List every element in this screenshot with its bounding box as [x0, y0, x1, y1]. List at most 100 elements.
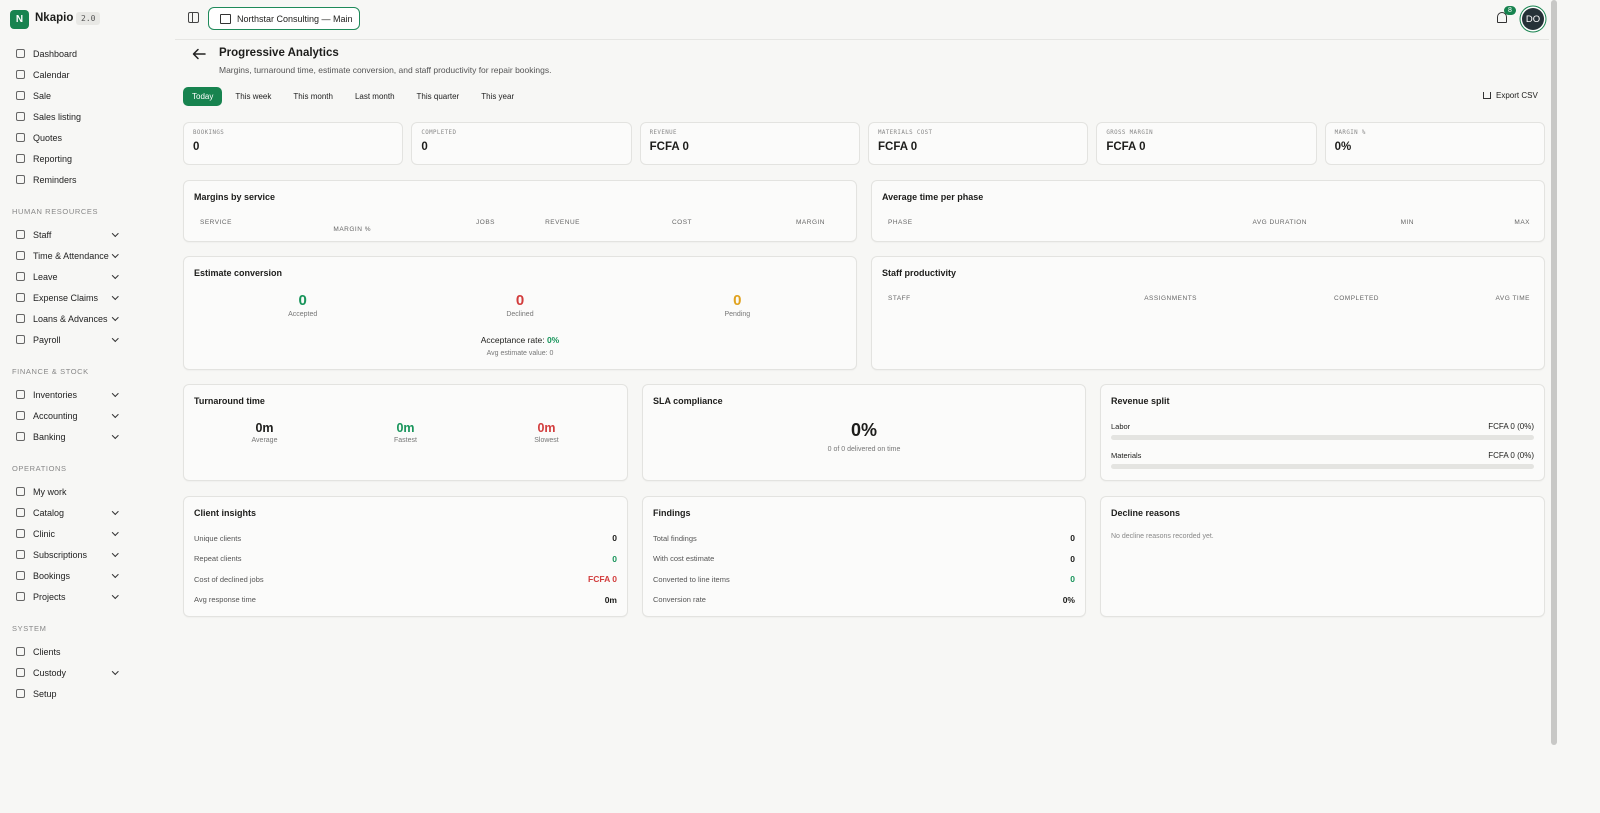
nav-item[interactable]: Projects: [0, 586, 175, 607]
nav-icon: [16, 550, 25, 559]
nav-icon: [16, 689, 25, 698]
nav-icon: [16, 133, 25, 142]
nav-icon: [16, 390, 25, 399]
nav-item[interactable]: Accounting: [0, 405, 175, 426]
export-button[interactable]: Export CSV: [1483, 91, 1538, 100]
card-title: Client insights: [194, 508, 257, 518]
nav-item[interactable]: Sales listing: [0, 106, 175, 127]
nav: Dashboard Calendar Sale Sales listing Quotes…: [0, 43, 175, 704]
nav-item[interactable]: Sale: [0, 85, 175, 106]
nav-icon: [16, 571, 25, 580]
nav-icon: [16, 251, 25, 260]
nav-item[interactable]: Setup: [0, 683, 175, 704]
kpi-card: BOOKINGS 0: [183, 122, 404, 165]
chevron: [112, 508, 119, 515]
nav-label: Quotes: [33, 132, 63, 143]
chevron: [112, 529, 119, 536]
period-tab[interactable]: Today: [183, 87, 223, 106]
chevron: [112, 411, 119, 418]
metric-row: Avg response time 0m: [194, 590, 617, 611]
nav-item[interactable]: Reminders: [0, 169, 175, 190]
kpi-card: COMPLETED 0: [411, 122, 632, 165]
margins-card: Margins by service SERVICE JOBS REVENUE COST…: [183, 180, 857, 242]
kpi-card: GROSS MARGIN FCFA 0: [1096, 122, 1317, 165]
avg-estimate: Avg estimate value: 0: [486, 350, 554, 357]
chevron: [112, 668, 119, 675]
nav-item[interactable]: Payroll: [0, 329, 175, 350]
topbar-border: [175, 39, 1549, 40]
nav-label: Clients: [33, 646, 61, 657]
card-title: Margins by service: [194, 192, 276, 202]
stat-label: Slowest: [534, 437, 559, 444]
nav-item[interactable]: Loans & Advances: [0, 308, 175, 329]
sidebar-toggle[interactable]: [188, 12, 199, 23]
notifications[interactable]: [1497, 12, 1507, 23]
nav-item[interactable]: Clinic: [0, 523, 175, 544]
column-header: MAX: [1514, 219, 1530, 226]
nav-item[interactable]: Clients: [0, 641, 175, 662]
period-tab[interactable]: Last month: [354, 92, 395, 101]
nav-icon: [16, 508, 25, 517]
card-title: Average time per phase: [882, 192, 984, 202]
stat-label: Pending: [724, 311, 751, 318]
card-title: Turnaround time: [194, 396, 265, 406]
scrollbar[interactable]: [1551, 0, 1557, 745]
notification-count: 8: [1504, 6, 1516, 15]
nav-item[interactable]: Time & Attendance: [0, 245, 175, 266]
metric-label: Total findings: [653, 533, 697, 543]
chevron: [112, 314, 119, 321]
table-header: PHASE AVG DURATION MIN MAX: [888, 219, 1530, 226]
metric-value: 0: [1070, 533, 1075, 544]
metric-label: Conversion rate: [653, 595, 706, 605]
period-tab[interactable]: This year: [481, 92, 515, 101]
period-tab[interactable]: This quarter: [416, 92, 460, 101]
chevron: [112, 571, 119, 578]
kpi-label: GROSS MARGIN: [1106, 130, 1154, 136]
kpi-value: FCFA 0: [649, 141, 689, 153]
revenue-split-card: Revenue split Labor FCFA 0 (0%) Materials FC…: [1100, 384, 1545, 481]
stat-value: 0: [298, 292, 307, 309]
phase-card: Average time per phase PHASE AVG DURATION M…: [871, 180, 1545, 242]
nav-icon: [16, 49, 25, 58]
nav-item[interactable]: Banking: [0, 426, 175, 447]
nav-icon: [16, 70, 25, 79]
nav-item[interactable]: Subscriptions: [0, 544, 175, 565]
metric-value: FCFA 0: [588, 574, 617, 585]
kpi-card: REVENUE FCFA 0: [639, 122, 860, 165]
metric-row: Repeat clients 0: [194, 549, 617, 570]
nav-item[interactable]: Catalog: [0, 502, 175, 523]
nav-item[interactable]: Inventories: [0, 384, 175, 405]
nav-item[interactable]: Quotes: [0, 127, 175, 148]
nav-icon: [16, 592, 25, 601]
column-header: AVG DURATION: [1252, 219, 1307, 226]
nav-icon: [16, 272, 25, 281]
kpi-value: FCFA 0: [1106, 141, 1146, 153]
metric-value: 0: [1070, 553, 1075, 564]
nav-label: Setup: [33, 688, 57, 699]
branch-selector[interactable]: Northstar Consulting — Main: [208, 7, 360, 30]
back-button[interactable]: [192, 48, 206, 60]
table-header: SERVICE JOBS REVENUE COST MARGIN MARGIN %: [200, 219, 825, 233]
period-tab[interactable]: This month: [293, 92, 333, 101]
nav-item[interactable]: Calendar: [0, 64, 175, 85]
stat-label: Fastest: [394, 437, 417, 444]
period-tab[interactable]: This week: [235, 92, 272, 101]
stat-value: 0: [515, 292, 525, 309]
column-header: AVG TIME: [1495, 295, 1530, 302]
nav-item[interactable]: Custody: [0, 662, 175, 683]
nav-item[interactable]: Dashboard: [0, 43, 175, 64]
nav-label: Catalog: [33, 507, 65, 518]
stat-value: 0m: [537, 421, 556, 435]
chevron: [112, 390, 119, 397]
nav-item[interactable]: Expense Claims: [0, 287, 175, 308]
avatar[interactable]: DO: [1522, 8, 1544, 30]
stat-label: Accepted: [288, 311, 318, 318]
nav-item[interactable]: Bookings: [0, 565, 175, 586]
nav-item[interactable]: Leave: [0, 266, 175, 287]
nav-item[interactable]: Staff: [0, 224, 175, 245]
stat: 0m Slowest: [476, 421, 617, 444]
nav-item[interactable]: My work: [0, 481, 175, 502]
nav-item[interactable]: Reporting: [0, 148, 175, 169]
